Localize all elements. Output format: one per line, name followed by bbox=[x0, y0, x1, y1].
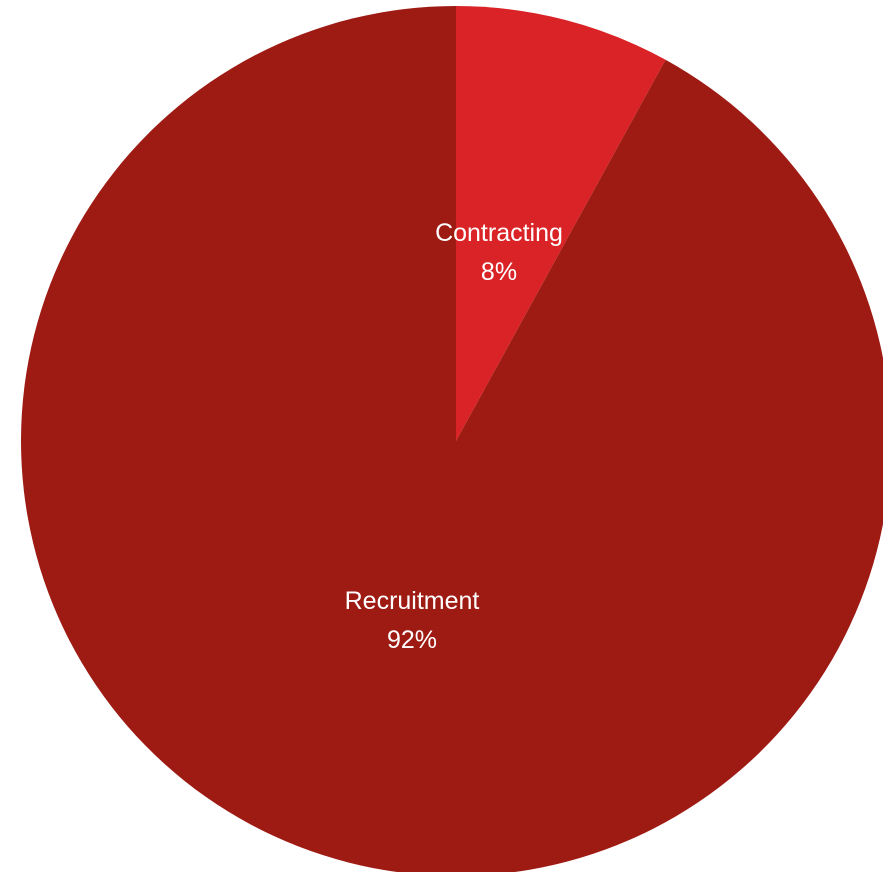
slice-label-contracting: Contracting bbox=[435, 219, 563, 247]
slice-label-recruitment: Recruitment bbox=[345, 587, 480, 615]
pie-slice-contracting bbox=[456, 6, 666, 441]
pie-slices bbox=[21, 6, 883, 872]
slice-value-contracting: 8% bbox=[481, 258, 517, 286]
pie-labels: Contracting 8% Recruitment 92% bbox=[345, 219, 563, 654]
slice-value-recruitment: 92% bbox=[387, 626, 437, 654]
pie-slice-recruitment bbox=[21, 6, 883, 872]
